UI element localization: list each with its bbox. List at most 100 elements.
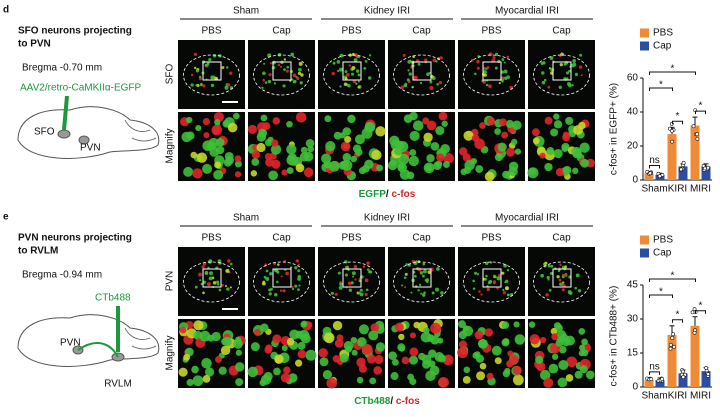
cell: [475, 165, 484, 173]
cell: [496, 287, 499, 290]
cell: [375, 126, 386, 137]
cell: [271, 139, 279, 147]
cell: [339, 282, 343, 286]
cell: [225, 156, 234, 165]
brain-label: RVLM: [104, 379, 132, 390]
cell: [575, 273, 580, 278]
cell: [368, 54, 372, 57]
dot: [668, 342, 673, 347]
cell: [350, 155, 357, 163]
dot: [648, 171, 653, 176]
cell: [422, 274, 425, 278]
cell: [298, 284, 301, 287]
cell: [472, 279, 475, 283]
cell: [192, 375, 204, 387]
cell: [209, 271, 213, 276]
cell: [272, 117, 281, 125]
cell: [508, 166, 518, 177]
cell: [411, 85, 414, 89]
cell: [196, 152, 208, 163]
cell: [579, 344, 586, 351]
zoom-box: [552, 61, 572, 81]
cell: [460, 168, 467, 176]
cell: [421, 293, 426, 297]
cell: [192, 168, 203, 179]
cell: [291, 286, 294, 289]
cell: [442, 161, 450, 168]
cell: [356, 376, 364, 384]
cell: [484, 261, 489, 266]
cell: [488, 52, 493, 57]
y-tick-label: 15: [627, 348, 639, 359]
treatment-label: Cap: [272, 233, 291, 244]
cell: [528, 321, 536, 328]
cell: [494, 357, 502, 365]
cell: [501, 338, 510, 347]
cell: [279, 289, 283, 293]
zoom-box: [202, 61, 222, 81]
cell: [408, 355, 418, 365]
cell: [477, 339, 488, 349]
cell: [574, 286, 578, 290]
cell: [500, 70, 505, 74]
cell: [195, 69, 199, 73]
treatment-label: PBS: [201, 26, 221, 37]
cell: [202, 117, 210, 126]
cell: [426, 120, 437, 131]
cell: [296, 77, 300, 81]
cell: [364, 121, 376, 133]
cell: [493, 274, 496, 278]
cell: [270, 144, 282, 155]
cell: [484, 278, 488, 281]
dot: [695, 132, 700, 137]
panel-title: PVN neurons projecting: [18, 233, 132, 244]
y-tick-label: 0: [632, 175, 638, 186]
cell: [193, 66, 197, 69]
cell: [422, 360, 431, 369]
cell: [208, 259, 213, 264]
cell: [487, 281, 491, 285]
micrograph: [248, 247, 315, 316]
cell: [251, 158, 260, 166]
micrograph: [528, 247, 595, 316]
legend-label: Cap: [653, 41, 672, 52]
cell: [300, 146, 308, 154]
cell: [354, 134, 365, 145]
cell: [286, 167, 294, 175]
cell: [297, 277, 301, 281]
cell: [361, 344, 373, 355]
cell: [423, 132, 433, 142]
cell: [558, 359, 569, 370]
cell: [501, 58, 505, 61]
cell: [506, 269, 510, 272]
cell: [202, 163, 213, 174]
cell: [262, 71, 266, 76]
cell: [579, 53, 583, 57]
cell: [247, 366, 259, 378]
outline: [533, 261, 590, 303]
pair-label: *: [699, 300, 703, 311]
dot: [702, 166, 707, 171]
cell: [371, 149, 382, 161]
cell: [558, 85, 562, 89]
outline: [533, 54, 590, 96]
cell: [326, 377, 338, 389]
cell: [507, 350, 514, 357]
cell: [234, 155, 242, 163]
y-tick-label: 20: [627, 141, 639, 152]
cell: [268, 292, 272, 296]
region: [78, 135, 90, 145]
cell: [574, 370, 583, 379]
cell: [209, 146, 220, 157]
cell: [297, 67, 302, 72]
cell: [214, 161, 222, 169]
cell: [512, 374, 524, 386]
micrograph: [178, 247, 245, 316]
comparison-label: *: [659, 80, 663, 91]
x-tick-label: KIRI: [668, 184, 687, 195]
cell: [283, 58, 287, 61]
comparison-label: *: [659, 287, 663, 298]
y-tick-label: 45: [627, 280, 639, 291]
pair-label: *: [699, 101, 703, 112]
cell: [359, 288, 363, 292]
